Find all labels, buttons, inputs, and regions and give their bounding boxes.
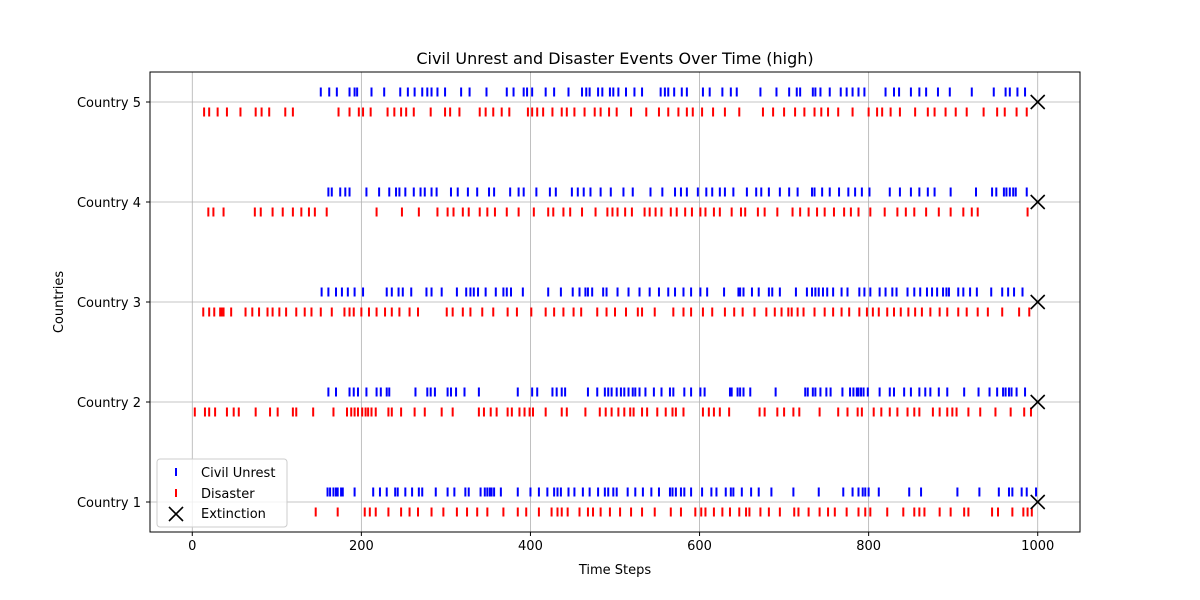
x-axis-label: Time Steps <box>578 563 652 578</box>
chart-title: Civil Unrest and Disaster Events Over Ti… <box>416 49 813 68</box>
legend: Civil Unrest Disaster Extinction <box>156 458 288 528</box>
extinction-stroke <box>1030 294 1046 310</box>
legend-box <box>156 458 288 528</box>
y-tick-label: Country 2 <box>77 396 141 411</box>
extinction-marker <box>1030 394 1046 410</box>
y-tick-label: Country 3 <box>77 296 141 311</box>
extinction-stroke <box>1030 194 1046 210</box>
x-tick-label: 200 <box>349 539 374 554</box>
y-tick-label: Country 4 <box>77 196 141 211</box>
extinction-marker <box>1030 94 1046 110</box>
x-tick-label: 400 <box>518 539 543 554</box>
extinction-stroke <box>1030 494 1046 510</box>
extinction-stroke <box>1030 394 1046 410</box>
extinction-stroke <box>1030 94 1046 110</box>
extinction-marker <box>1030 294 1046 310</box>
x-tick-label: 1000 <box>1021 539 1054 554</box>
grid <box>150 72 1080 532</box>
x-tick-label: 800 <box>856 539 881 554</box>
legend-extinction-label: Extinction <box>201 507 266 522</box>
extinction-marker <box>1030 194 1046 210</box>
legend-civil-unrest-label: Civil Unrest <box>201 466 275 481</box>
legend-extinction-marker <box>168 506 184 522</box>
y-axis-ticks: Country 1 Country 2 Country 3 Country 4 Coun… <box>77 96 150 511</box>
x-tick-label: 600 <box>687 539 712 554</box>
plot-marks <box>193 87 1046 517</box>
y-axis-label: Countries <box>52 271 67 334</box>
x-axis-ticks: 0 200 400 600 800 1000 <box>188 532 1054 554</box>
x-tick-label: 0 <box>188 539 196 554</box>
y-tick-label: Country 5 <box>77 96 141 111</box>
extinction-marker <box>1030 494 1046 510</box>
legend-disaster-label: Disaster <box>201 487 255 502</box>
y-tick-label: Country 1 <box>77 496 141 511</box>
